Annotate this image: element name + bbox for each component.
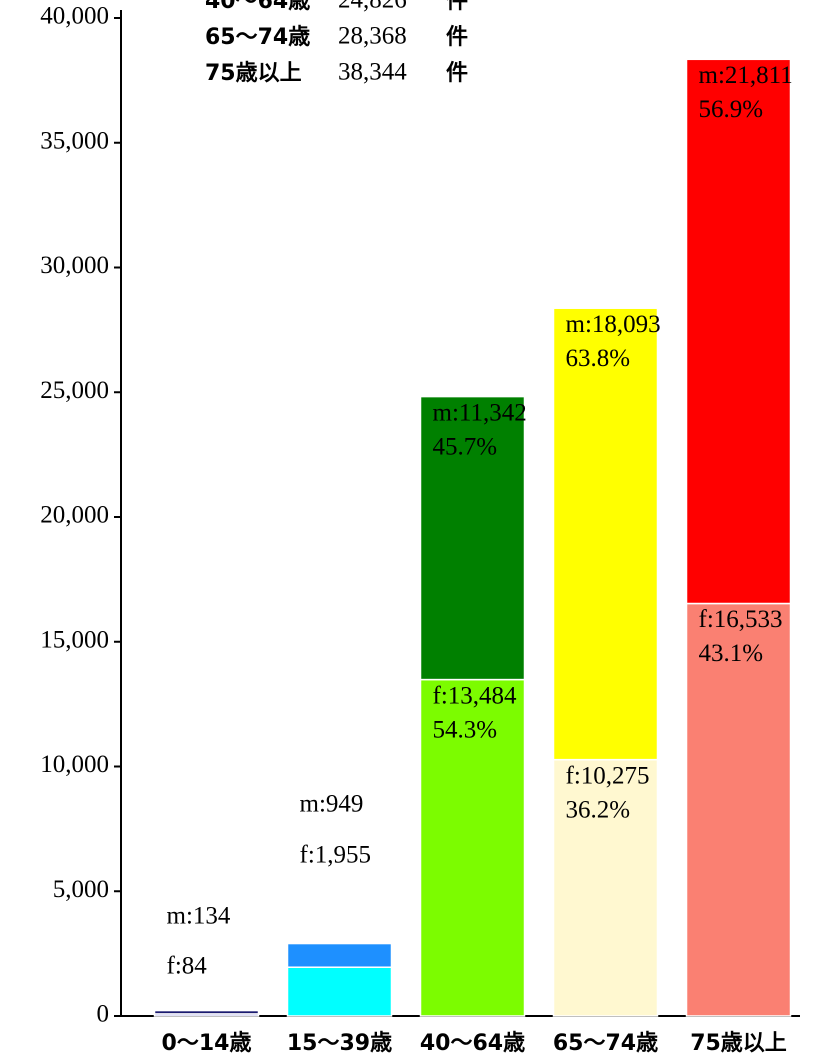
data-label: f:10,275 xyxy=(566,762,650,789)
total-unit: 件 xyxy=(446,61,468,86)
total-value: 38,344 xyxy=(338,59,407,86)
y-tick-label: 30,000 xyxy=(40,252,109,279)
bar-segment xyxy=(286,966,393,1017)
percent-label: 54.3% xyxy=(433,716,498,743)
percent-label: 45.7% xyxy=(433,433,498,460)
y-tick-label: 15,000 xyxy=(40,626,109,653)
total-unit: 件 xyxy=(446,25,468,50)
data-label: m:11,342 xyxy=(433,399,527,426)
bar-segment xyxy=(286,942,393,968)
x-tick-label: 0〜14歳 xyxy=(162,1031,252,1056)
total-category: 75歳以上 xyxy=(205,61,302,86)
total-category: 65〜74歳 xyxy=(205,25,310,50)
percent-label: 43.1% xyxy=(699,640,764,667)
y-tick-label: 35,000 xyxy=(40,127,109,154)
x-tick-label: 65〜74歳 xyxy=(553,1031,658,1056)
total-value: 24,826 xyxy=(338,0,407,14)
total-category: 40〜64歳 xyxy=(205,0,310,14)
bar-segment xyxy=(419,395,526,681)
data-label: m:21,811 xyxy=(699,62,793,89)
total-unit: 件 xyxy=(446,0,468,14)
bar-segment xyxy=(552,307,659,761)
y-tick-label: 0 xyxy=(97,1001,110,1028)
bar-segment xyxy=(685,602,792,1017)
percent-label: 36.2% xyxy=(566,796,631,823)
x-tick-label: 15〜39歳 xyxy=(287,1031,392,1056)
y-tick-label: 40,000 xyxy=(40,3,109,30)
percent-label: 56.9% xyxy=(699,96,764,123)
y-tick-label: 10,000 xyxy=(40,751,109,778)
total-value: 28,368 xyxy=(338,23,407,50)
bar-segment xyxy=(685,58,792,605)
data-label: f:16,533 xyxy=(699,606,783,633)
data-label: f:1,955 xyxy=(300,842,372,869)
y-tick-label: 25,000 xyxy=(40,377,109,404)
data-label: f:84 xyxy=(167,953,208,980)
data-label: m:134 xyxy=(167,903,231,930)
bar-segment xyxy=(153,1009,260,1015)
percent-label: 63.8% xyxy=(566,345,631,372)
x-tick-label: 75歳以上 xyxy=(690,1031,787,1056)
data-label: f:13,484 xyxy=(433,682,518,709)
y-tick-label: 20,000 xyxy=(40,502,109,529)
y-tick-label: 5,000 xyxy=(53,876,109,903)
data-label: m:949 xyxy=(300,791,364,818)
x-tick-label: 40〜64歳 xyxy=(420,1031,525,1056)
data-label: m:18,093 xyxy=(566,311,661,338)
bar-segment xyxy=(552,758,659,1017)
bar-segment xyxy=(419,678,526,1017)
